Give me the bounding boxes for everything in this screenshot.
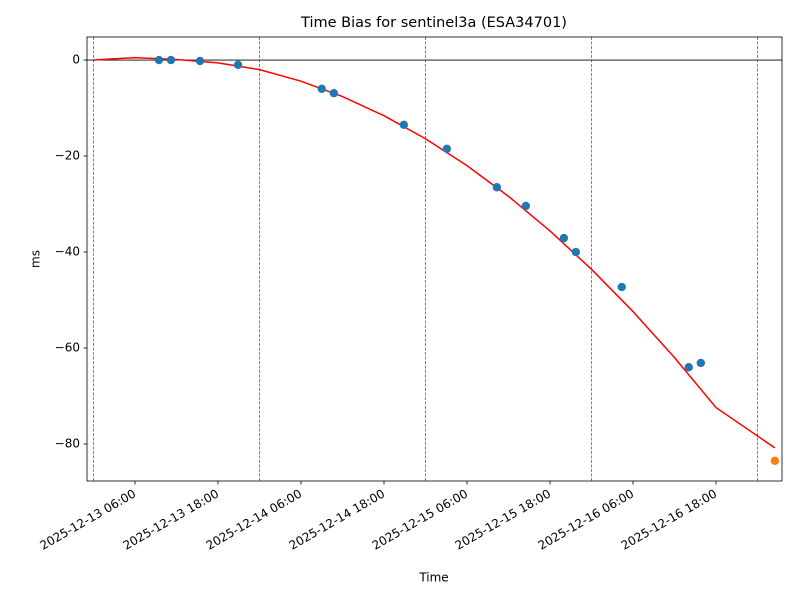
data-point: [770, 456, 780, 466]
data-point: [492, 183, 502, 192]
data-point: [399, 120, 409, 130]
data-point: [559, 233, 569, 243]
data-point: [684, 363, 693, 372]
y-tick-label: −40: [55, 245, 80, 259]
data-point: [521, 201, 531, 211]
data-point: [233, 60, 243, 70]
data-point: [195, 56, 205, 66]
data-point: [166, 55, 176, 65]
data-point: [329, 88, 339, 98]
y-tick-label: −20: [55, 149, 80, 163]
y-axis-label: ms: [29, 250, 43, 268]
x-axis-label: Time: [418, 571, 448, 585]
data-point: [442, 144, 452, 154]
y-tick-label: 0: [72, 53, 80, 67]
data-point: [696, 358, 706, 368]
plot-frame: [86, 36, 783, 482]
data-point: [571, 247, 581, 257]
data-point: [617, 282, 626, 292]
y-tick-label: −80: [55, 437, 80, 451]
fit-line: [93, 56, 776, 449]
data-point: [317, 84, 326, 94]
chart-title: Time Bias for sentinel3a (ESA34701): [300, 15, 567, 31]
data-point: [154, 55, 164, 65]
y-tick-label: −60: [55, 341, 80, 355]
